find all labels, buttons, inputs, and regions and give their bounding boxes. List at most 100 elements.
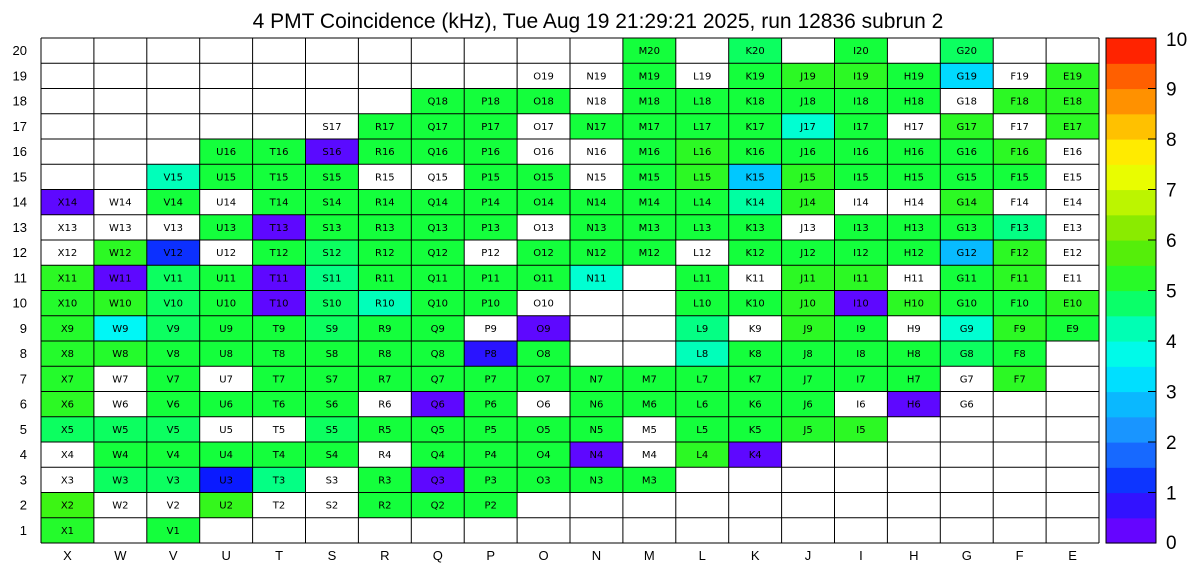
cell-label-W7: W7 xyxy=(112,374,128,385)
cell-label-T11: T11 xyxy=(269,273,289,284)
heatmap-cell-W10 xyxy=(93,290,147,316)
cell-label-F16: F16 xyxy=(1010,147,1028,158)
cell-label-Q14: Q14 xyxy=(427,198,448,209)
cell-label-E9: E9 xyxy=(1066,324,1079,335)
cell-label-S17: S17 xyxy=(322,122,341,133)
y-tick-label-10: 10 xyxy=(13,296,27,311)
y-tick-label-17: 17 xyxy=(13,119,27,134)
heatmap-cell-K17 xyxy=(728,113,782,139)
cell-label-W4: W4 xyxy=(112,450,128,461)
cell-label-U9: U9 xyxy=(219,324,233,335)
heatmap-cell-K13 xyxy=(728,214,782,240)
heatmap-cell-O14 xyxy=(517,189,570,215)
heatmap-cell-M19 xyxy=(622,63,676,89)
heatmap-cell-K14 xyxy=(728,189,782,215)
y-tick-label-5: 5 xyxy=(20,422,27,437)
heatmap-cell-X6 xyxy=(41,391,94,417)
heatmap-cell-U10 xyxy=(199,290,253,316)
cell-label-L10: L10 xyxy=(693,299,711,310)
cell-label-H16: H16 xyxy=(904,147,924,158)
heatmap-cell-H7 xyxy=(887,366,941,392)
cell-label-K5: K5 xyxy=(749,425,762,436)
heatmap-cell-S7 xyxy=(305,366,359,392)
cell-label-H10: H10 xyxy=(904,299,924,310)
heatmap-cell-O15 xyxy=(517,164,570,190)
heatmap-cell-T15 xyxy=(252,164,306,190)
heatmap-cell-P13 xyxy=(464,214,518,240)
cell-label-Q2: Q2 xyxy=(431,501,445,512)
cell-label-T15: T15 xyxy=(269,172,289,183)
heatmap-cell-G13 xyxy=(940,214,994,240)
heatmap-cell-J6 xyxy=(781,391,835,417)
cell-label-N3: N3 xyxy=(590,475,604,486)
cell-label-L15: L15 xyxy=(693,172,711,183)
cell-label-J17: J17 xyxy=(799,122,816,133)
cell-label-M16: M16 xyxy=(639,147,660,158)
x-tick-label-G: G xyxy=(962,548,972,563)
cell-label-O18: O18 xyxy=(533,97,554,108)
heatmap-cell-Q14 xyxy=(411,189,465,215)
heatmap-cell-T6 xyxy=(252,391,306,417)
heatmap-cell-V3 xyxy=(146,467,200,493)
heatmap-cell-U2 xyxy=(199,492,253,518)
heatmap-cell-M15 xyxy=(622,164,676,190)
heatmap-cell-P16 xyxy=(464,139,518,165)
cell-label-T10: T10 xyxy=(269,299,289,310)
heatmap-cell-L7 xyxy=(675,366,729,392)
cell-label-V11: V11 xyxy=(163,273,183,284)
heatmap-cell-H10 xyxy=(887,290,941,316)
heatmap-cell-K10 xyxy=(728,290,782,316)
cell-label-N4: N4 xyxy=(590,450,604,461)
cell-label-K12: K12 xyxy=(746,248,765,259)
heatmap-cell-L6 xyxy=(675,391,729,417)
cell-label-L4: L4 xyxy=(696,450,708,461)
heatmap-cell-Q9 xyxy=(411,315,465,341)
heatmap-cell-G14 xyxy=(940,189,994,215)
heatmap-cell-F13 xyxy=(993,214,1047,240)
x-tick-label-J: J xyxy=(805,548,812,563)
cell-label-Q5: Q5 xyxy=(431,425,445,436)
cell-label-P10: P10 xyxy=(481,299,500,310)
cell-label-T9: T9 xyxy=(272,324,285,335)
cell-label-H7: H7 xyxy=(907,374,921,385)
heatmap-cell-T16 xyxy=(252,139,306,165)
heatmap-cell-L18 xyxy=(675,88,729,114)
cell-label-O8: O8 xyxy=(536,349,550,360)
cell-label-R8: R8 xyxy=(378,349,391,360)
heatmap-cell-K8 xyxy=(728,341,782,367)
cell-label-U3: U3 xyxy=(219,475,233,486)
heatmap-cell-N11 xyxy=(570,265,623,291)
y-tick-label-16: 16 xyxy=(13,144,27,159)
heatmap-cell-L14 xyxy=(675,189,729,215)
heatmap-cell-R3 xyxy=(358,467,412,493)
heatmap-cell-P14 xyxy=(464,189,518,215)
cell-label-F17: F17 xyxy=(1010,122,1028,133)
heatmap-cell-I16 xyxy=(834,139,888,165)
cell-label-P2: P2 xyxy=(484,501,496,512)
heatmap-cell-H6 xyxy=(887,391,941,417)
cell-label-H17: H17 xyxy=(904,122,924,133)
heatmap-cell-M14 xyxy=(622,189,676,215)
heatmap-cell-X11 xyxy=(41,265,94,291)
cell-label-L7: L7 xyxy=(696,374,708,385)
heatmap-cell-P2 xyxy=(464,492,518,518)
cell-label-Q8: Q8 xyxy=(431,349,445,360)
heatmap-cell-W11 xyxy=(93,265,147,291)
heatmap-cell-G12 xyxy=(940,240,994,266)
heatmap-cell-L13 xyxy=(675,214,729,240)
heatmap-cell-N17 xyxy=(570,113,623,139)
cell-label-L9: L9 xyxy=(696,324,708,335)
cell-label-V5: V5 xyxy=(167,425,180,436)
cell-label-X11: X11 xyxy=(58,273,78,284)
heatmap-cell-Q8 xyxy=(411,341,465,367)
cell-label-O15: O15 xyxy=(533,172,554,183)
cell-label-M17: M17 xyxy=(639,122,660,133)
cell-label-H8: H8 xyxy=(907,349,921,360)
heatmap-cell-O18 xyxy=(517,88,570,114)
heatmap-cell-S15 xyxy=(305,164,359,190)
heatmap-cell-N6 xyxy=(570,391,623,417)
cell-label-F10: F10 xyxy=(1010,299,1028,310)
heatmap-cell-I11 xyxy=(834,265,888,291)
cell-label-R6: R6 xyxy=(378,400,391,411)
